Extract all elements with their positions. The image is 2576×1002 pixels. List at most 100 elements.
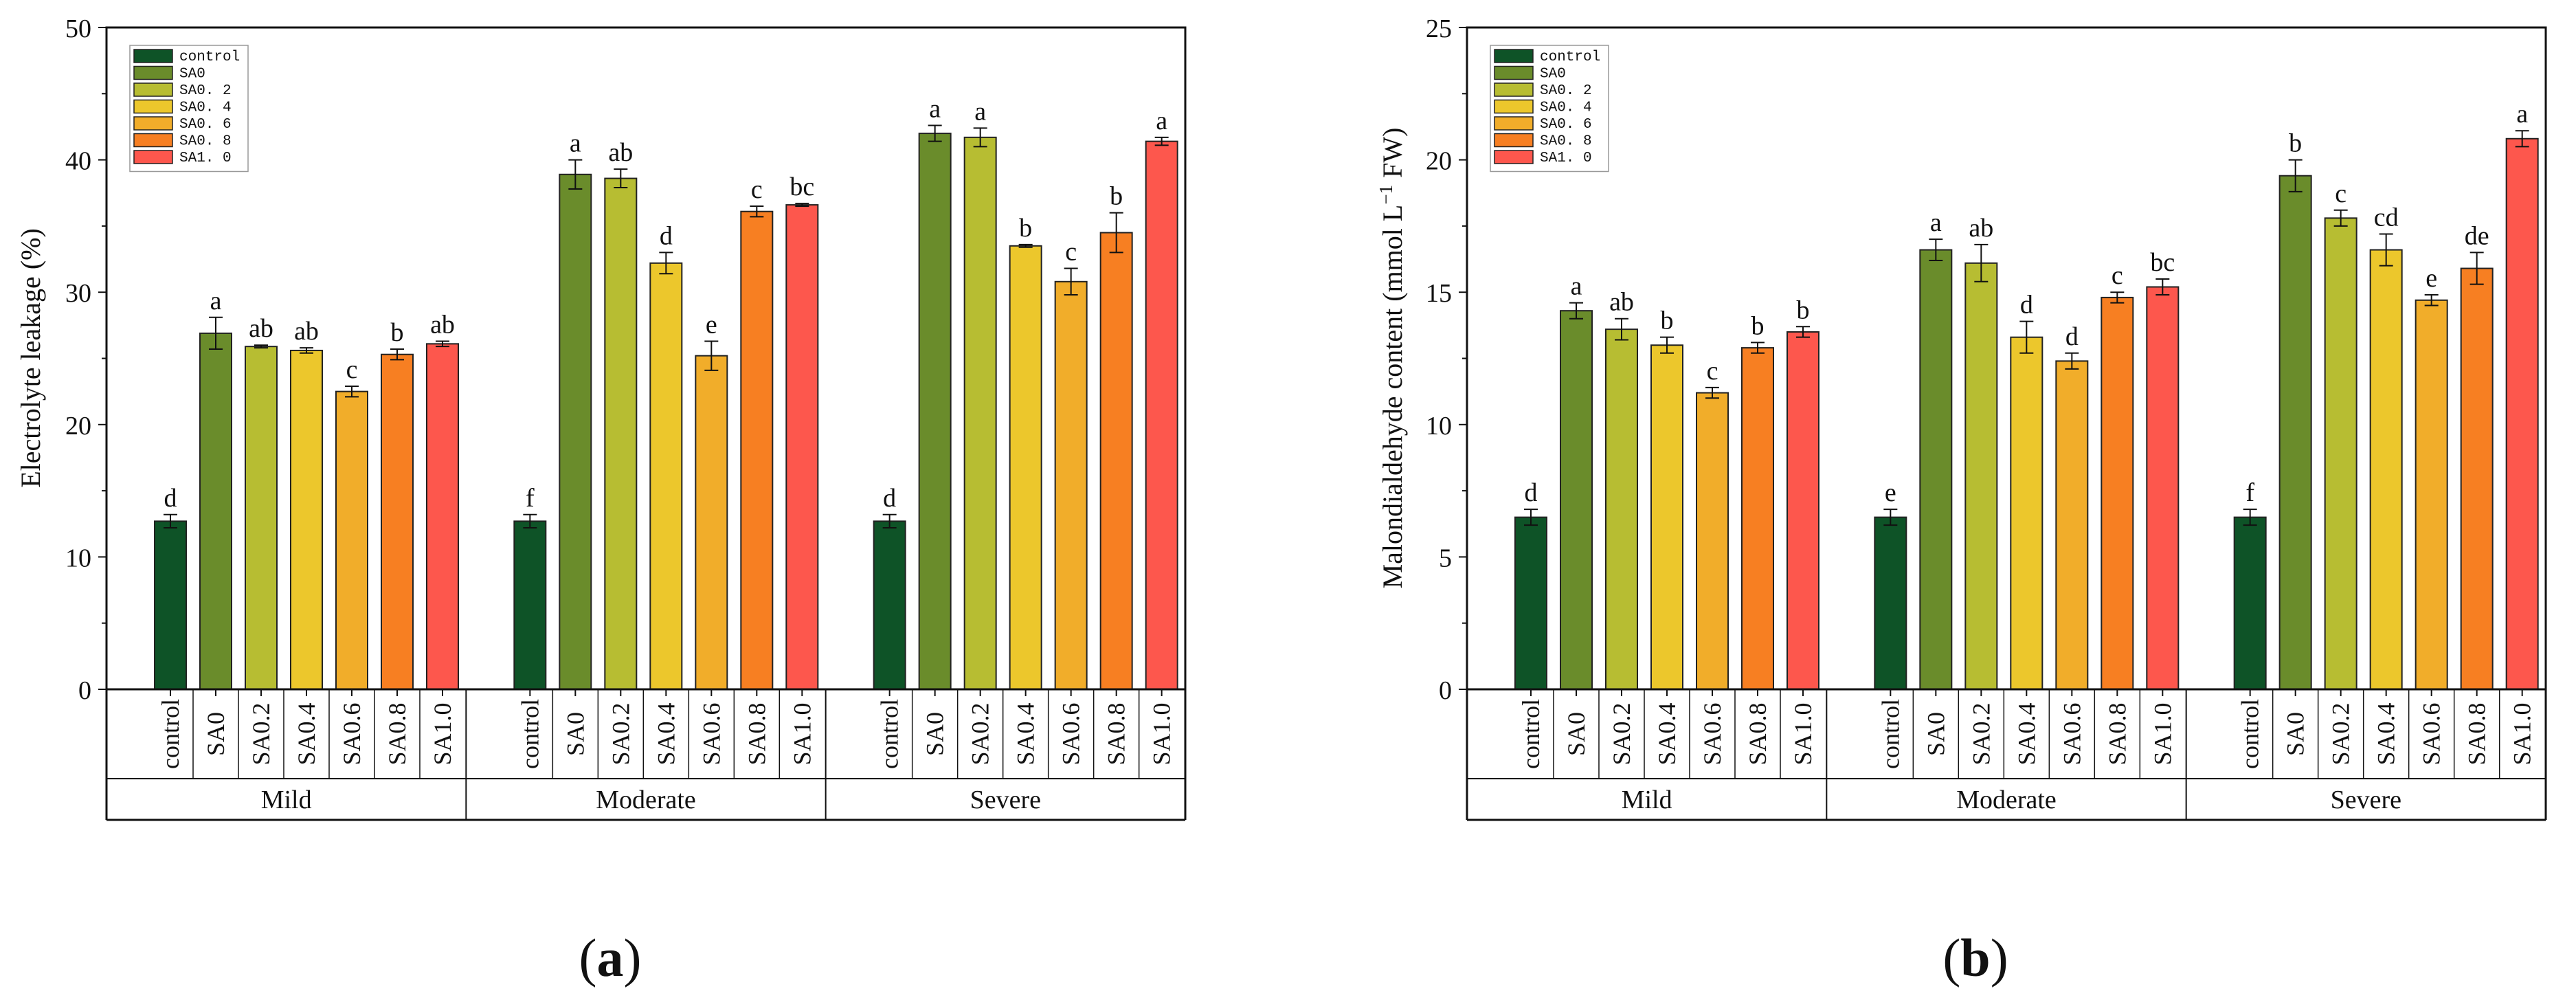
legend-label: SA0. 8 xyxy=(179,134,232,150)
x-tick-label: SA0 xyxy=(1922,712,1949,756)
x-tick-label: SA0.2 xyxy=(607,702,634,765)
legend-swatch xyxy=(133,116,173,131)
x-tick-label: control xyxy=(157,699,184,769)
y-tick-label: 40 xyxy=(65,147,91,176)
bar xyxy=(1054,280,1088,690)
significance-letter: a xyxy=(2516,100,2528,129)
legend-swatch xyxy=(1494,49,1534,63)
legend-label: SA0 xyxy=(179,67,205,82)
bar xyxy=(1874,516,1907,690)
bar xyxy=(2415,299,2448,691)
bar xyxy=(2505,137,2539,690)
bar xyxy=(1560,310,1593,690)
legend-label: SA0 xyxy=(1540,67,1566,82)
y-tick-label: 15 xyxy=(1426,279,1452,308)
bar xyxy=(381,353,414,690)
significance-letter: c xyxy=(751,175,763,204)
x-tick-label: SA0 xyxy=(561,712,589,756)
x-tick-label: SA0.6 xyxy=(338,702,366,765)
legend-swatch xyxy=(133,82,173,97)
bar xyxy=(785,204,819,691)
x-tick-label: SA0.6 xyxy=(697,702,725,765)
x-tick-label: SA0.6 xyxy=(2058,702,2085,765)
group-label: Mild xyxy=(1622,786,1672,814)
x-tick-label: SA1.0 xyxy=(788,702,816,765)
significance-letter: a xyxy=(570,129,581,158)
legend-label: SA1. 0 xyxy=(179,151,232,166)
significance-letter: b xyxy=(1019,214,1032,243)
bar xyxy=(1696,392,1729,690)
legend-label: control xyxy=(179,49,240,65)
y-tick-label: 0 xyxy=(78,676,91,705)
x-tick-label: SA0.4 xyxy=(1653,702,1681,765)
bar xyxy=(695,355,728,690)
legend-swatch xyxy=(1494,150,1534,164)
x-tick-label: SA0.6 xyxy=(1057,702,1085,765)
significance-letter: c xyxy=(2112,261,2123,290)
x-tick-label: SA0.2 xyxy=(247,702,275,765)
y-tick-label: 50 xyxy=(65,14,91,43)
significance-letter: ab xyxy=(1609,288,1634,317)
significance-letter: b xyxy=(1661,307,1674,335)
y-tick-label: 30 xyxy=(65,279,91,308)
significance-letter: ab xyxy=(249,314,273,343)
significance-letter: a xyxy=(1156,107,1167,135)
x-tick-label: SA0.2 xyxy=(967,702,994,765)
significance-letter: ab xyxy=(294,317,319,346)
significance-letter: ab xyxy=(608,138,633,167)
y-tick-label: 5 xyxy=(1439,544,1452,572)
significance-letter: e xyxy=(706,310,717,339)
significance-letter: b xyxy=(1110,182,1123,211)
significance-letter: bc xyxy=(2150,248,2175,277)
legend-label: SA0. 4 xyxy=(179,100,232,116)
significance-letter: de xyxy=(2465,221,2489,250)
y-axis-title: Malondialdehyde content (mmol L−1 FW) xyxy=(1376,128,1408,589)
bar xyxy=(2010,336,2043,690)
y-tick-label: 10 xyxy=(1426,412,1452,441)
legend-swatch xyxy=(133,65,173,80)
bar xyxy=(1145,140,1178,691)
y-axis-title: Electrolyte leakage (%) xyxy=(15,228,46,488)
x-tick-label: SA0.8 xyxy=(1103,702,1130,765)
legend-label: SA0. 4 xyxy=(1540,100,1592,116)
bar xyxy=(740,210,774,690)
x-tick-label: control xyxy=(876,699,904,769)
significance-letter: ab xyxy=(430,310,455,339)
legend-label: SA1. 0 xyxy=(1540,151,1592,166)
legend-label: SA0. 2 xyxy=(1540,83,1592,99)
x-tick-label: control xyxy=(516,699,544,769)
bar xyxy=(2324,217,2357,690)
bar xyxy=(1919,249,1953,690)
bar xyxy=(513,520,547,691)
y-tick-label: 0 xyxy=(1439,676,1452,705)
x-tick-label: SA0.2 xyxy=(1967,702,1995,765)
x-tick-label: SA0.8 xyxy=(2103,702,2131,765)
bar xyxy=(873,520,906,691)
bar xyxy=(1514,516,1547,690)
bar xyxy=(154,520,187,691)
bar xyxy=(2101,296,2134,690)
bar xyxy=(2278,175,2312,691)
bar xyxy=(2055,360,2089,690)
significance-letter: a xyxy=(974,97,986,126)
significance-letter: b xyxy=(2289,129,2302,158)
plot-frame xyxy=(1466,26,2547,691)
significance-letter: a xyxy=(929,95,941,124)
x-tick-label: control xyxy=(2237,699,2264,769)
x-tick-label: SA0.4 xyxy=(2373,702,2400,765)
significance-letter: cd xyxy=(2374,203,2399,232)
y-tick-label: 10 xyxy=(65,544,91,572)
significance-letter: f xyxy=(526,484,535,513)
bar xyxy=(963,136,997,691)
x-tick-label: SA0.2 xyxy=(2327,702,2355,765)
significance-letter: c xyxy=(2335,179,2347,208)
bar xyxy=(1741,347,1774,690)
x-tick-label: SA0.4 xyxy=(2013,702,2040,765)
bar xyxy=(2369,249,2403,690)
significance-letter: b xyxy=(1751,311,1765,340)
x-tick-label: SA0 xyxy=(1563,712,1590,756)
significance-letter: d xyxy=(883,484,896,513)
x-tick-label: SA0.8 xyxy=(2463,702,2491,765)
